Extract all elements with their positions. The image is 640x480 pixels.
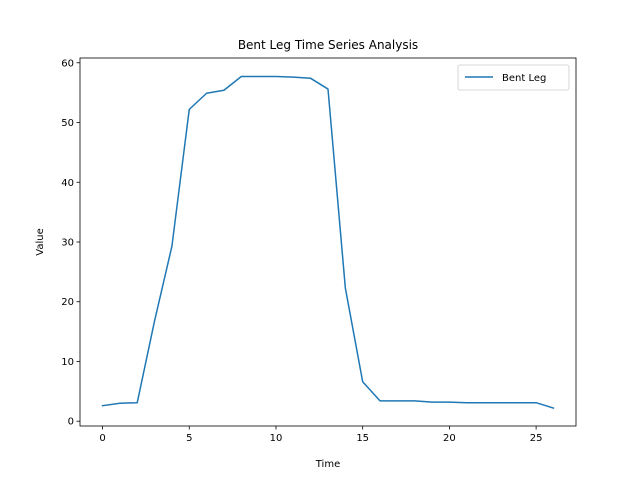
plot-frame: [79, 57, 577, 427]
x-tick-label: 15: [356, 433, 369, 444]
y-axis-label: Value: [35, 228, 46, 255]
x-tick-label: 25: [530, 433, 543, 444]
y-tick-label: 40: [61, 178, 74, 189]
y-axis-ticks: 0 10 20 30 40 50 60: [61, 58, 80, 428]
legend-label: Bent Leg: [502, 73, 546, 84]
y-tick-label: 0: [68, 417, 74, 428]
x-tick-label: 5: [186, 433, 192, 444]
chart-title: Bent Leg Time Series Analysis: [238, 38, 418, 52]
x-tick-label: 0: [99, 433, 105, 444]
x-axis-ticks: 0 5 10 15 20 25: [99, 426, 542, 444]
x-axis-label: Time: [315, 459, 340, 470]
x-tick-label: 10: [270, 433, 283, 444]
legend-box: [457, 64, 570, 91]
plot-layer: [101, 75, 555, 410]
y-tick-label: 50: [61, 118, 74, 129]
x-tick-label: 20: [443, 433, 456, 444]
y-tick-label: 60: [61, 58, 74, 69]
legend: Bent Leg: [457, 64, 570, 91]
y-tick-label: 30: [61, 238, 74, 249]
y-tick-label: 20: [61, 297, 74, 308]
y-tick-label: 10: [61, 357, 74, 368]
